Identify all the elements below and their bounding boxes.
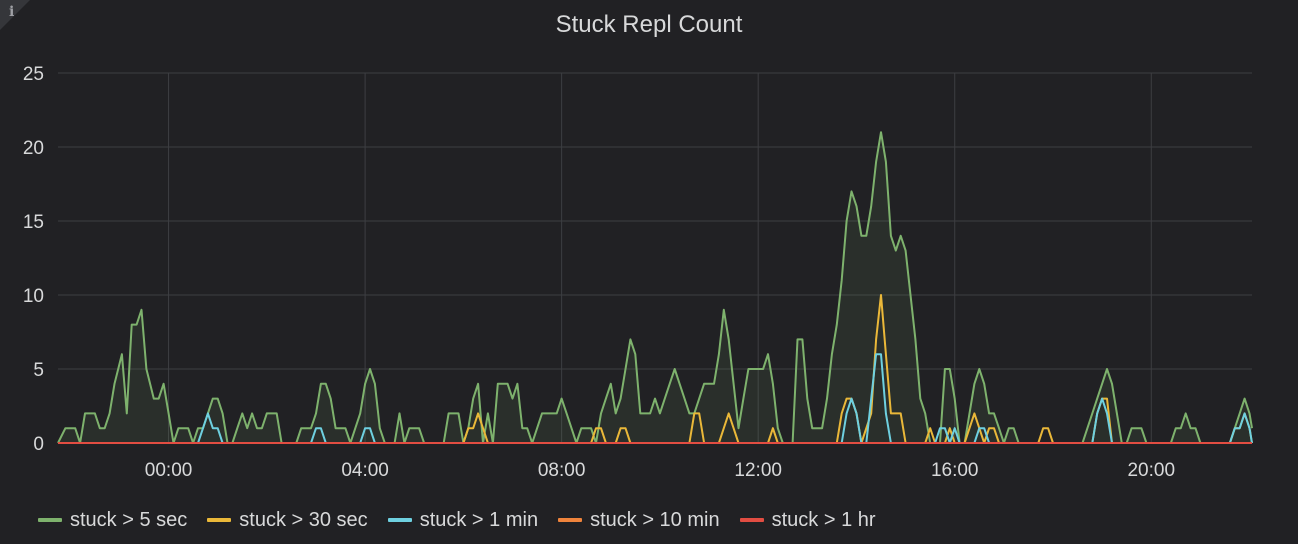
x-tick-label: 12:00 <box>734 460 782 481</box>
x-tick-label: 20:00 <box>1127 460 1175 481</box>
legend-item[interactable]: stuck > 5 sec <box>38 509 187 532</box>
legend-swatch <box>558 518 583 522</box>
y-tick-label: 20 <box>23 138 44 159</box>
y-tick-label: 25 <box>23 64 44 85</box>
x-axis-ticks: 00:00 04:00 08:00 12:00 16:00 20:00 <box>145 460 1175 481</box>
series-layer <box>57 131 1253 444</box>
legend-item[interactable]: stuck > 10 min <box>558 509 720 532</box>
x-tick-label: 00:00 <box>145 460 193 481</box>
info-corner[interactable] <box>0 0 30 30</box>
legend-label: stuck > 1 hr <box>771 508 876 531</box>
legend-item[interactable]: stuck > 1 hr <box>739 508 876 532</box>
series-line-2 <box>58 353 1253 444</box>
legend-item[interactable]: stuck > 1 min <box>387 508 539 532</box>
grid-lines <box>58 72 1252 444</box>
y-axis-ticks: 0 5 10 15 20 25 <box>23 64 44 455</box>
legend-item[interactable]: stuck > 30 sec <box>207 508 368 532</box>
x-tick-label: 04:00 <box>341 460 389 481</box>
x-tick-label: 08:00 <box>538 460 586 481</box>
y-tick-label: 15 <box>23 212 44 233</box>
legend-swatch <box>207 518 232 522</box>
legend-swatch <box>38 518 62 522</box>
panel-title: Stuck Repl Count <box>555 11 743 38</box>
legend-label: stuck > 10 min <box>590 508 720 531</box>
y-tick-label: 5 <box>33 360 44 381</box>
y-tick-label: 0 <box>33 434 44 455</box>
series-line-0 <box>57 131 1253 444</box>
line-chart: 0 5 10 15 20 25 00:00 04:00 08:00 12:00 16:00 20:0… <box>23 64 1253 481</box>
legend-swatch <box>739 518 764 522</box>
series-area-0 <box>58 132 1252 443</box>
x-tick-label: 16:00 <box>931 460 979 481</box>
info-icon[interactable]: i <box>9 4 15 20</box>
y-tick-label: 10 <box>23 286 44 307</box>
legend-label: stuck > 5 sec <box>70 508 188 531</box>
legend: stuck > 5 sec stuck > 30 sec stuck > 1 min… <box>38 506 876 534</box>
legend-swatch <box>387 518 412 522</box>
legend-label: stuck > 30 sec <box>239 508 368 531</box>
legend-label: stuck > 1 min <box>419 508 539 531</box>
